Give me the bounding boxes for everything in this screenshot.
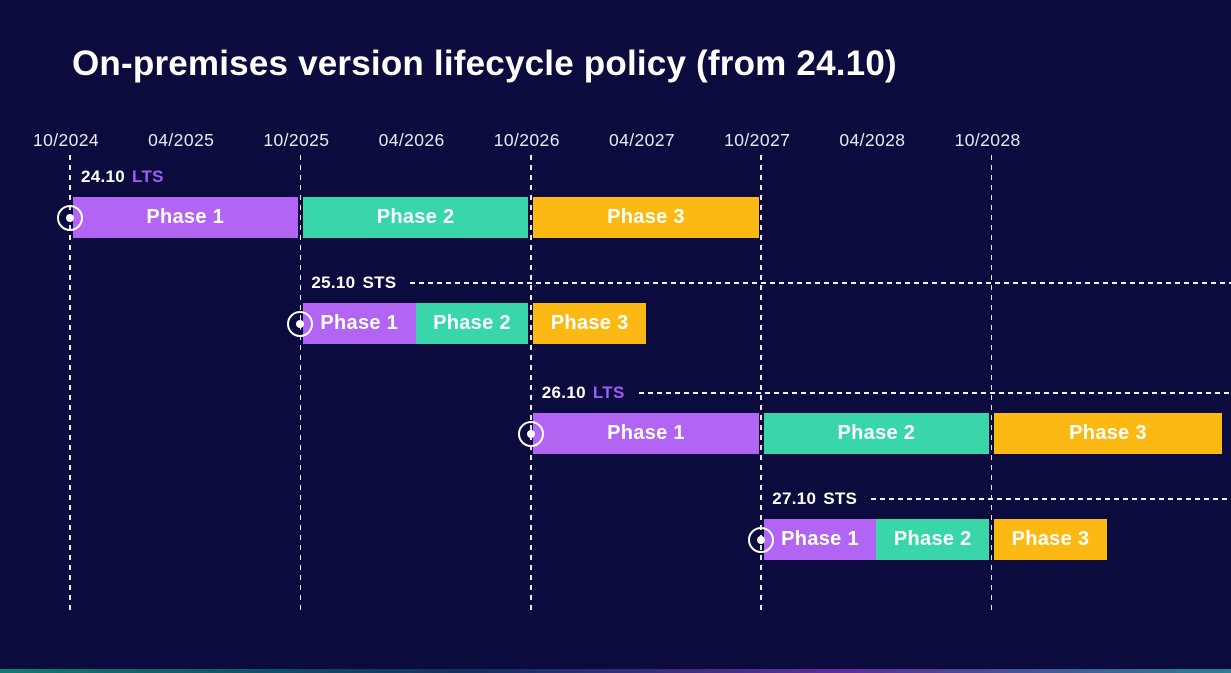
release-row-label: 25.10 STS [311, 272, 1231, 294]
axis-tick-label: 10/2025 [263, 130, 330, 150]
axis-tick-label: 04/2025 [148, 130, 215, 150]
marker-center-dot [296, 319, 305, 328]
release-row-label: 24.10 LTS [81, 166, 1231, 188]
year-gridline [990, 155, 993, 612]
release-version: 24.10 [81, 167, 126, 186]
axis-tick-label: 04/2028 [839, 130, 906, 150]
year-gridline [299, 155, 302, 612]
release-start-marker-icon [57, 204, 83, 231]
phase-bar: Phase 2 [415, 303, 529, 344]
label-leader-dashed-line [410, 282, 1231, 284]
marker-center-dot [526, 429, 535, 438]
release-start-marker-icon [287, 310, 314, 337]
phase-bar: Phase 1 [763, 519, 877, 560]
phase-bar: Phase 1 [533, 413, 759, 454]
release-version: 25.10 [311, 273, 356, 292]
page-title: On-premises version lifecycle policy (fr… [72, 44, 897, 83]
year-gridline [69, 155, 71, 612]
bottom-gradient-strip [0, 669, 1231, 673]
release-row-label: 26.10 LTS [542, 382, 1231, 404]
axis-tick-label: 10/2024 [32, 130, 100, 150]
release-type-badge: LTS [132, 167, 164, 186]
marker-center-dot [757, 535, 766, 544]
year-gridline [760, 155, 762, 612]
phase-bar: Phase 3 [994, 413, 1222, 454]
release-start-marker-icon [517, 420, 544, 447]
axis-tick-label: 10/2026 [493, 130, 560, 150]
axis-tick-label: 10/2028 [954, 130, 1021, 150]
release-row-label: 27.10 STS [772, 488, 1231, 510]
phase-bar: Phase 2 [763, 413, 990, 454]
release-type-badge: LTS [592, 383, 625, 402]
label-leader-dashed-line [871, 498, 1231, 500]
phase-bar: Phase 1 [302, 303, 416, 344]
label-leader-dashed-line [638, 392, 1231, 394]
phase-bar: Phase 3 [994, 519, 1107, 560]
phase-bar: Phase 3 [533, 303, 646, 344]
release-version: 26.10 [541, 383, 586, 402]
phase-bar: Phase 2 [302, 197, 529, 238]
phase-bar: Phase 1 [72, 197, 298, 238]
axis-tick-label: 04/2027 [608, 130, 676, 150]
axis-tick-label: 10/2027 [724, 130, 791, 150]
release-type-badge: STS [823, 489, 858, 508]
release-start-marker-icon [748, 526, 775, 553]
release-type-badge: STS [362, 273, 397, 292]
marker-center-dot [66, 213, 74, 222]
release-version: 27.10 [772, 489, 817, 508]
phase-bar: Phase 3 [533, 197, 759, 238]
phase-bar: Phase 2 [876, 519, 990, 560]
year-gridline [530, 155, 532, 612]
axis-tick-label: 04/2026 [378, 130, 445, 150]
